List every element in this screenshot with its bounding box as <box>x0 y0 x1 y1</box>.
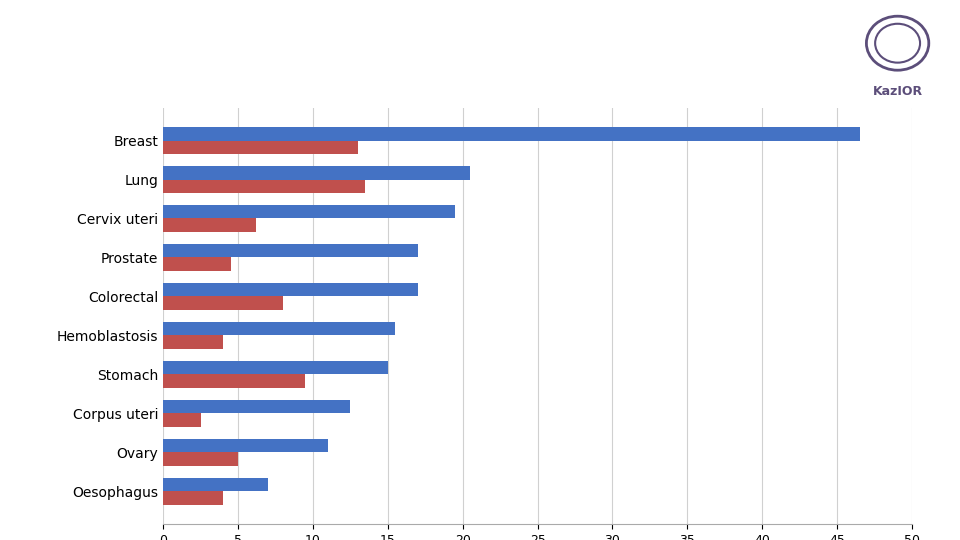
Text: Cancer Incidence and Mortality: Cancer Incidence and Mortality <box>198 29 637 53</box>
Bar <box>163 219 256 232</box>
Bar <box>163 127 859 140</box>
Bar <box>163 491 223 505</box>
Bar <box>163 438 328 453</box>
Text: KazIOR: KazIOR <box>873 85 923 98</box>
Bar <box>163 335 223 349</box>
Bar <box>163 322 396 335</box>
Bar <box>163 205 455 219</box>
Text: in Kazakhstan for 2017, %: in Kazakhstan for 2017, % <box>232 69 603 93</box>
Bar <box>163 296 283 310</box>
Bar <box>163 244 418 258</box>
Bar <box>163 477 268 491</box>
Bar <box>163 453 238 466</box>
Bar <box>163 374 305 388</box>
Bar <box>163 140 358 154</box>
Bar <box>163 166 470 179</box>
Bar <box>163 179 366 193</box>
Bar <box>163 258 230 271</box>
Bar <box>163 361 388 374</box>
Bar <box>163 413 201 427</box>
Bar <box>163 400 350 413</box>
Bar <box>163 283 418 296</box>
